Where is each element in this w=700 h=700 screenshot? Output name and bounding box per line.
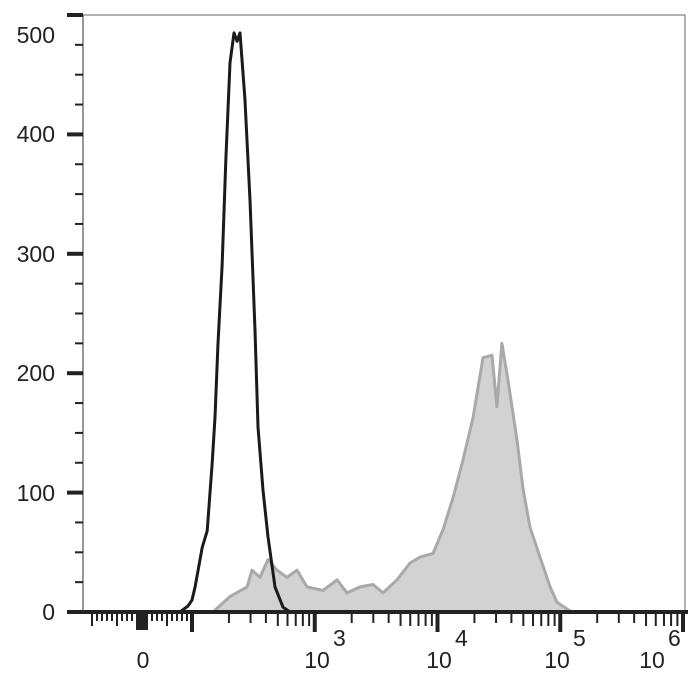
y-tick-label: 0 [42, 599, 55, 625]
x-tick-label: 10 [426, 647, 452, 673]
y-tick-label: 500 [17, 22, 55, 48]
y-axis-ticks [67, 13, 83, 614]
y-tick-label: 100 [17, 480, 55, 506]
x-tick-exponent: 4 [455, 625, 468, 651]
series-layer [170, 31, 574, 614]
plot-frame [82, 14, 686, 613]
filled-histogram-series [211, 341, 574, 614]
x-tick-label: 0 [137, 647, 150, 673]
y-tick-label: 400 [17, 121, 55, 147]
x-tick-label: 10 [304, 647, 330, 673]
x-tick-exponent: 5 [573, 625, 586, 651]
y-tick-label: 200 [17, 360, 55, 386]
x-tick-labels: 0 10 3 10 4 10 5 10 6 [137, 625, 681, 673]
x-tick-exponent: 3 [333, 625, 346, 651]
x-axis-ticks [91, 614, 685, 632]
x-tick-label: 10 [639, 647, 665, 673]
y-tick-label: 300 [17, 241, 55, 267]
x-tick-exponent: 6 [668, 625, 681, 651]
outline-histogram-series [170, 31, 300, 614]
y-tick-labels: 0 100 200 300 400 500 [17, 22, 55, 625]
x-tick-label: 10 [544, 647, 570, 673]
